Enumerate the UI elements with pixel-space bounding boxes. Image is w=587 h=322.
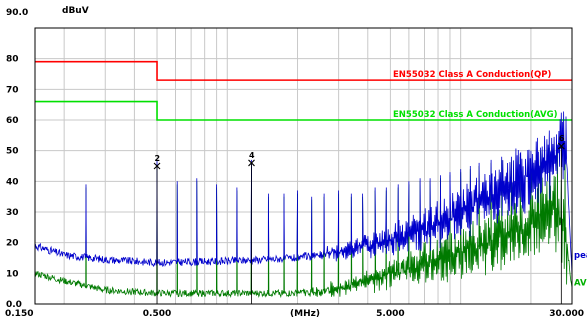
y-tick-label: 80: [6, 55, 19, 65]
marker-x: [153, 162, 161, 170]
traces: [34, 111, 573, 299]
trace-avg: [34, 147, 573, 299]
plot-frame: [34, 27, 573, 305]
x-tick-label: 0.150: [5, 309, 33, 319]
limit-lines: [35, 60, 572, 121]
x-tick-label: 5.000: [376, 309, 404, 319]
peak-series-label: pea: [574, 251, 587, 261]
marker-label: 4: [249, 151, 255, 160]
limit-line: [35, 100, 572, 121]
avg-limit-label: EN55032 Class A Conduction(AVG): [393, 110, 558, 120]
y-tick-label: 60: [6, 116, 19, 126]
marker-label: 2: [155, 154, 161, 163]
series-labels: EN55032 Class A Conduction(QP) EN55032 Cl…: [393, 70, 587, 288]
y-tick-label: 40: [6, 177, 19, 187]
y-tick-label: 0.0: [6, 300, 22, 310]
y-axis-unit: dBuV: [62, 6, 89, 16]
limit-line: [35, 60, 572, 81]
y-tick-label: 10: [6, 269, 19, 279]
qp-limit-label: EN55032 Class A Conduction(QP): [393, 70, 551, 80]
y-tick-label: 50: [6, 147, 19, 157]
y-tick-labels: 0.0 10 20 30 40 50 60 70 80 90.0: [6, 8, 28, 310]
x-tick-label: 30.000: [549, 309, 584, 319]
y-tick-label: 20: [6, 239, 19, 249]
marker-label: 6: [559, 134, 565, 143]
y-tick-label: 70: [6, 85, 19, 95]
grid: [35, 28, 572, 304]
markers: 2 4 6: [153, 134, 565, 304]
y-tick-label: 90.0: [6, 8, 28, 18]
trace-pea: [34, 111, 573, 276]
avg-series-label: AVG: [574, 279, 587, 289]
marker-x: [557, 142, 565, 150]
x-tick-labels: 0.150 0.500 5.000 30.000: [5, 309, 584, 319]
marker-x: [248, 159, 255, 167]
y-tick-label: 30: [6, 208, 19, 218]
x-tick-label: 0.500: [143, 309, 171, 319]
x-axis-unit: (MHz): [290, 309, 320, 319]
plot-border: [34, 27, 573, 305]
